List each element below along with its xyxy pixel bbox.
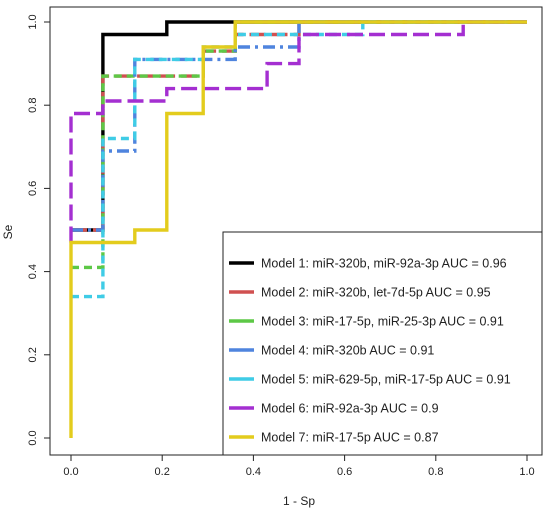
legend-box <box>222 231 543 456</box>
series-layer <box>69 20 527 438</box>
series-line-model-4 <box>71 20 527 232</box>
x-tick-label: 0.6 <box>337 466 352 478</box>
legend-label-model-1: Model 1: miR-320b, miR-92a-3p AUC = 0.96 <box>261 257 507 271</box>
legend-label-model-2: Model 2: miR-320b, let-7d-5p AUC = 0.95 <box>261 286 491 300</box>
y-tick-label: 0.2 <box>27 347 39 362</box>
legend-label-model-4: Model 4: miR-320b AUC = 0.91 <box>261 344 434 358</box>
y-axis-label: Se <box>1 224 15 239</box>
legend: Model 1: miR-320b, miR-92a-3p AUC = 0.96… <box>222 231 543 456</box>
legend-label-model-6: Model 6: miR-92a-3p AUC = 0.9 <box>261 402 439 416</box>
legend-label-model-5: Model 5: miR-629-5p, miR-17-5p AUC = 0.9… <box>261 373 511 387</box>
x-axis: 0.0 0.2 0.4 0.6 0.8 1.0 <box>63 455 535 478</box>
x-tick-label: 0.0 <box>63 466 78 478</box>
series-line-model-2 <box>71 20 527 232</box>
x-tick-label: 0.8 <box>428 466 443 478</box>
legend-label-model-3: Model 3: miR-17-5p, miR-25-3p AUC = 0.91 <box>261 315 504 329</box>
series-line-model-6 <box>69 20 527 243</box>
series-line-model-5 <box>71 20 527 299</box>
series-line-model-1 <box>71 20 527 232</box>
x-axis-label: 1 - Sp <box>283 494 315 508</box>
legend-label-model-7: Model 7: miR-17-5p AUC = 0.87 <box>261 431 439 445</box>
y-tick-label: 0.0 <box>27 430 39 445</box>
y-tick-label: 0.4 <box>27 264 39 279</box>
series-line-model-7 <box>69 20 527 438</box>
y-tick-label: 0.6 <box>27 181 39 196</box>
y-tick-label: 1.0 <box>27 14 39 29</box>
x-tick-label: 1.0 <box>519 466 534 478</box>
x-tick-label: 0.2 <box>155 466 170 478</box>
y-axis: 0.0 0.2 0.4 0.6 0.8 1.0 <box>27 14 50 446</box>
y-tick-label: 0.8 <box>27 98 39 113</box>
x-tick-label: 0.4 <box>246 466 261 478</box>
